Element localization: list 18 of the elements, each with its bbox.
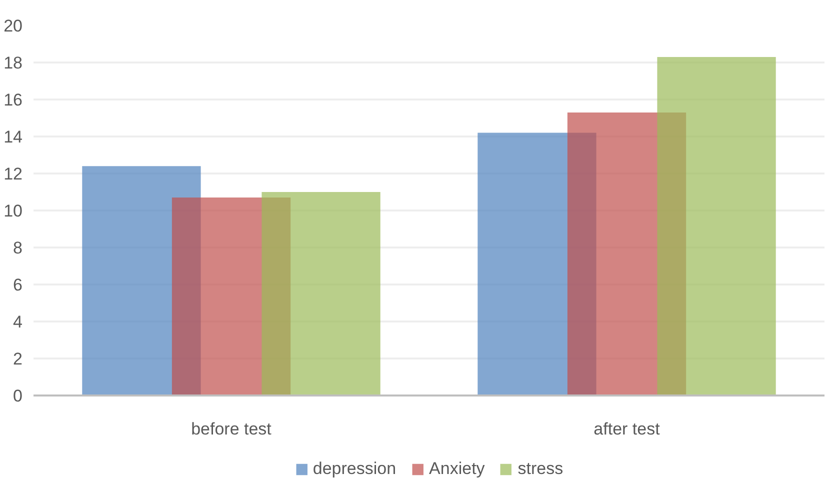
y-tick-label: 6: [13, 276, 23, 294]
y-tick-label: 20: [4, 16, 23, 36]
legend-label: Anxiety: [429, 458, 485, 478]
y-tick-label: 8: [13, 238, 23, 258]
y-tick-label: 14: [4, 128, 23, 146]
legend-label: depression: [312, 458, 396, 478]
y-tick-label: 2: [13, 350, 23, 368]
legend-label: stress: [518, 458, 564, 478]
x-tick-label: after test: [594, 420, 660, 438]
x-tick-label: before test: [191, 420, 272, 438]
y-tick-label: 10: [4, 202, 23, 220]
y-tick-label: 4: [13, 312, 23, 332]
y-tick-label: 0: [13, 386, 23, 406]
bar: [262, 192, 380, 396]
y-tick-label: 12: [4, 164, 23, 184]
bar: [657, 56, 776, 396]
y-tick-label: 16: [4, 90, 23, 110]
y-tick-label: 18: [4, 54, 23, 72]
